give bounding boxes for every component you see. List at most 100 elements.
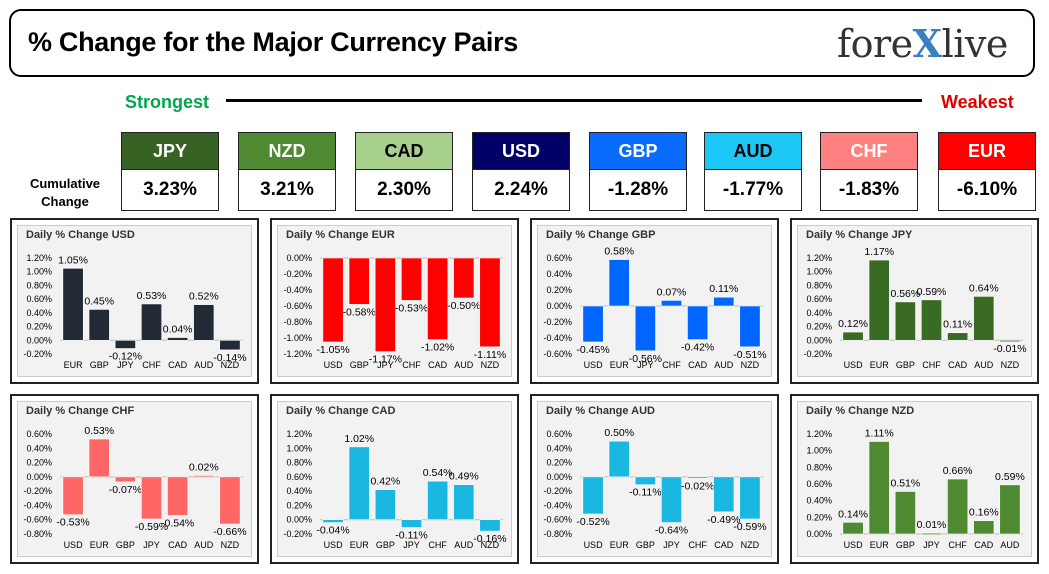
x-category-label: AUD bbox=[974, 360, 994, 370]
chart-plot-background bbox=[17, 225, 252, 377]
data-label: 0.12% bbox=[838, 318, 868, 330]
x-category-label: GBP bbox=[896, 360, 915, 370]
bar-nzd bbox=[479, 257, 501, 348]
x-category-label: AUD bbox=[194, 360, 214, 370]
data-label: 0.45% bbox=[84, 295, 114, 307]
y-tick-label: 0.00% bbox=[546, 472, 572, 482]
chart-plot-background bbox=[277, 401, 512, 557]
chart-svg: Daily % Change JPY 1.20% 1.00% 0.80% 0.60% 0.… bbox=[803, 229, 1026, 370]
y-tick-label: -0.40% bbox=[23, 500, 52, 510]
data-label: 0.54% bbox=[423, 467, 453, 479]
bar-chf bbox=[401, 257, 422, 301]
x-category-label: EUR bbox=[870, 540, 890, 550]
y-tick-label: 1.00% bbox=[806, 446, 832, 456]
data-label: 0.11% bbox=[709, 283, 738, 295]
x-category-label: EUR bbox=[64, 360, 84, 370]
x-category-label: JPY bbox=[117, 360, 134, 370]
x-category-label: CAD bbox=[168, 540, 188, 550]
y-tick-label: -0.60% bbox=[283, 301, 312, 311]
x-category-label: EUR bbox=[350, 540, 370, 550]
x-category-label: EUR bbox=[610, 360, 630, 370]
cumulative-value-aud: -1.77% bbox=[704, 170, 802, 211]
bar-cad bbox=[167, 476, 189, 516]
bar-usd bbox=[62, 476, 84, 516]
x-category-label: EUR bbox=[870, 360, 890, 370]
chart-svg: Daily % Change GBP 0.60% 0.40% 0.20% 0.00% -0… bbox=[543, 229, 766, 370]
y-tick-label: 1.20% bbox=[26, 253, 52, 263]
data-label: -0.07% bbox=[109, 484, 142, 496]
cumulative-value-eur: -6.10% bbox=[938, 170, 1036, 211]
data-label: -0.54% bbox=[161, 517, 194, 529]
data-label: -0.66% bbox=[213, 526, 246, 538]
y-tick-label: 1.20% bbox=[286, 429, 312, 439]
y-tick-label: 0.60% bbox=[286, 472, 312, 482]
y-tick-label: 0.40% bbox=[546, 443, 572, 453]
y-tick-label: 0.00% bbox=[806, 529, 832, 539]
x-category-label: CHF bbox=[922, 360, 941, 370]
data-label: 0.58% bbox=[604, 246, 634, 258]
data-label: 0.14% bbox=[838, 508, 868, 520]
bar-chf bbox=[427, 480, 449, 521]
chart-svg: Daily % Change EUR 0.00% -0.20% -0.40% -0.60… bbox=[283, 229, 506, 370]
bar-jpy bbox=[401, 519, 422, 528]
bar-eur bbox=[868, 441, 890, 535]
data-label: 0.56% bbox=[890, 288, 920, 300]
bar-nzd bbox=[739, 476, 761, 520]
y-tick-label: -0.40% bbox=[543, 333, 572, 343]
bar-cad bbox=[713, 476, 735, 513]
y-tick-label: 0.40% bbox=[286, 486, 312, 496]
x-category-label: GBP bbox=[896, 540, 915, 550]
cumulative-change-label: Cumulative Change bbox=[29, 176, 101, 209]
y-tick-label: 0.60% bbox=[546, 429, 572, 439]
data-label: 1.02% bbox=[344, 433, 374, 445]
y-tick-label: 1.00% bbox=[286, 443, 312, 453]
x-category-label: GBP bbox=[90, 360, 109, 370]
y-tick-label: 0.40% bbox=[546, 269, 572, 279]
cumulative-value-jpy: 3.23% bbox=[121, 170, 219, 211]
bar-gbp bbox=[894, 301, 916, 341]
x-category-label: NZD bbox=[1001, 360, 1020, 370]
y-tick-label: 0.20% bbox=[286, 500, 312, 510]
y-tick-label: -0.20% bbox=[543, 317, 572, 327]
bar-usd bbox=[582, 305, 604, 343]
x-category-label: JPY bbox=[923, 540, 940, 550]
chart-title: Daily % Change AUD bbox=[546, 405, 655, 417]
bar-usd bbox=[842, 331, 864, 341]
x-category-label: GBP bbox=[636, 540, 655, 550]
chart-title: Daily % Change USD bbox=[26, 229, 135, 241]
y-tick-label: 0.20% bbox=[806, 512, 832, 522]
page-title: % Change for the Major Currency Pairs bbox=[28, 27, 519, 57]
cumulative-value-chf: -1.83% bbox=[820, 170, 918, 211]
x-category-label: CHF bbox=[662, 360, 681, 370]
bar-aud bbox=[193, 304, 215, 341]
data-label: 0.16% bbox=[969, 507, 999, 519]
x-category-label: USD bbox=[584, 360, 604, 370]
x-category-label: EUR bbox=[90, 540, 110, 550]
chart-eur: Daily % Change EUR 0.00% -0.20% -0.40% -0.60… bbox=[270, 218, 519, 384]
x-category-label: JPY bbox=[663, 540, 680, 550]
y-tick-label: 0.40% bbox=[806, 308, 832, 318]
bar-gbp bbox=[634, 476, 656, 486]
bar-jpy bbox=[141, 476, 162, 520]
currency-tile-cad: CAD bbox=[355, 132, 453, 170]
data-label: -0.59% bbox=[733, 521, 766, 533]
data-label: -0.59% bbox=[135, 521, 168, 533]
y-tick-label: -0.60% bbox=[543, 349, 572, 359]
y-tick-label: 0.60% bbox=[26, 429, 52, 439]
data-label: 1.11% bbox=[865, 428, 894, 440]
cumulative-value-cad: 2.30% bbox=[355, 170, 453, 211]
data-label: -0.51% bbox=[733, 349, 766, 361]
bar-eur bbox=[608, 259, 630, 307]
data-label: -0.11% bbox=[629, 487, 662, 499]
bar-aud bbox=[453, 484, 475, 521]
data-label: -0.58% bbox=[343, 306, 376, 318]
y-tick-label: -0.60% bbox=[543, 515, 572, 525]
x-category-label: GBP bbox=[376, 540, 395, 550]
y-tick-label: 0.20% bbox=[806, 322, 832, 332]
strength-scale-line bbox=[226, 99, 922, 102]
y-tick-label: 0.40% bbox=[26, 308, 52, 318]
bar-chf bbox=[661, 300, 682, 307]
x-category-label: CHF bbox=[688, 540, 707, 550]
y-tick-label: 0.20% bbox=[26, 458, 52, 468]
data-label: 0.07% bbox=[657, 286, 687, 298]
